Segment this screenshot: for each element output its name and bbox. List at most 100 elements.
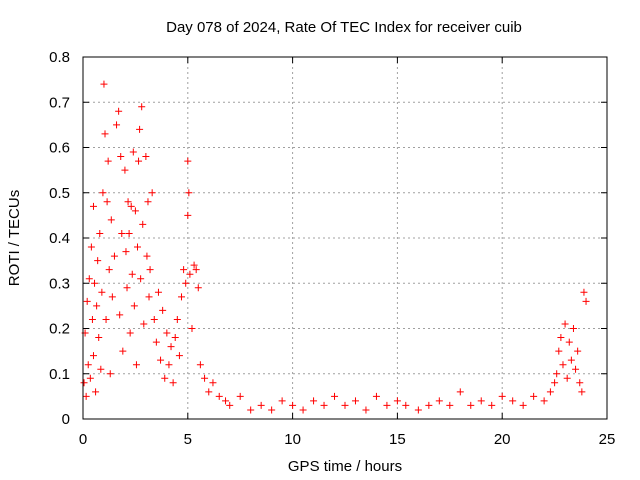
data-point bbox=[553, 370, 561, 378]
data-point bbox=[555, 347, 563, 355]
data-point bbox=[115, 107, 123, 115]
data-point bbox=[169, 379, 177, 387]
data-point bbox=[456, 388, 464, 396]
data-point bbox=[559, 361, 567, 369]
data-point bbox=[119, 347, 127, 355]
data-point bbox=[107, 216, 115, 224]
data-point bbox=[180, 266, 188, 274]
data-point bbox=[99, 189, 107, 197]
data-point bbox=[331, 392, 339, 400]
data-point bbox=[196, 361, 204, 369]
data-point bbox=[80, 379, 88, 387]
data-point bbox=[89, 202, 97, 210]
data-point bbox=[477, 397, 485, 405]
y-axis-label: ROTI / TECUs bbox=[6, 190, 23, 286]
data-point bbox=[530, 392, 538, 400]
data-point bbox=[393, 397, 401, 405]
data-point bbox=[106, 370, 114, 378]
x-tick-label: 5 bbox=[184, 431, 192, 448]
data-point bbox=[93, 302, 101, 310]
data-point bbox=[84, 361, 92, 369]
x-tick-label: 15 bbox=[389, 431, 406, 448]
chart-title: Day 078 of 2024, Rate Of TEC Index for r… bbox=[166, 19, 522, 36]
data-point bbox=[154, 288, 162, 296]
data-point bbox=[578, 388, 586, 396]
data-point bbox=[135, 157, 143, 165]
data-point bbox=[574, 347, 582, 355]
data-point bbox=[414, 406, 422, 414]
data-point bbox=[91, 279, 99, 287]
data-point bbox=[122, 248, 130, 256]
data-point bbox=[121, 166, 129, 174]
data-point bbox=[142, 153, 150, 161]
data-point bbox=[97, 365, 105, 373]
data-point bbox=[446, 401, 454, 409]
data-point bbox=[561, 320, 569, 328]
data-point bbox=[145, 293, 153, 301]
data-point bbox=[116, 311, 124, 319]
data-point bbox=[118, 229, 126, 237]
data-point bbox=[551, 379, 559, 387]
data-point bbox=[105, 266, 113, 274]
data-point bbox=[82, 392, 90, 400]
data-point bbox=[362, 406, 370, 414]
data-point bbox=[201, 374, 209, 382]
y-tick-label: 0.4 bbox=[49, 230, 70, 247]
data-point bbox=[98, 288, 106, 296]
data-point bbox=[341, 401, 349, 409]
data-point bbox=[299, 406, 307, 414]
data-point bbox=[131, 207, 139, 215]
data-point bbox=[226, 401, 234, 409]
data-point bbox=[85, 275, 93, 283]
data-point bbox=[108, 293, 116, 301]
data-point bbox=[159, 306, 167, 314]
data-point bbox=[205, 388, 213, 396]
data-point bbox=[144, 198, 152, 206]
grid-lines bbox=[83, 57, 607, 419]
data-point bbox=[123, 284, 131, 292]
data-point bbox=[236, 392, 244, 400]
data-point bbox=[320, 401, 328, 409]
data-point bbox=[101, 130, 109, 138]
data-point bbox=[137, 275, 145, 283]
data-point bbox=[124, 198, 132, 206]
data-point bbox=[95, 334, 103, 342]
data-point bbox=[268, 406, 276, 414]
data-point bbox=[190, 261, 198, 269]
data-point bbox=[87, 243, 95, 251]
x-axis-label: GPS time / hours bbox=[288, 458, 402, 475]
data-point bbox=[96, 229, 104, 237]
data-point bbox=[102, 315, 110, 323]
data-point bbox=[139, 220, 147, 228]
y-tick-label: 0.3 bbox=[49, 275, 70, 292]
data-point bbox=[171, 334, 179, 342]
data-point bbox=[143, 252, 151, 260]
data-point bbox=[184, 211, 192, 219]
data-point bbox=[247, 406, 255, 414]
data-point bbox=[572, 365, 580, 373]
data-point bbox=[383, 401, 391, 409]
data-point bbox=[569, 325, 577, 332]
data-point bbox=[425, 401, 433, 409]
data-point bbox=[88, 315, 96, 323]
x-tick-label: 0 bbox=[79, 431, 87, 448]
data-point bbox=[94, 257, 102, 265]
data-point bbox=[467, 401, 475, 409]
y-tick-label: 0.5 bbox=[49, 185, 70, 202]
data-point bbox=[582, 297, 590, 305]
data-point bbox=[185, 189, 193, 197]
data-point bbox=[152, 338, 160, 346]
data-point bbox=[557, 334, 565, 342]
data-point bbox=[175, 352, 183, 360]
data-points bbox=[80, 80, 590, 414]
data-point bbox=[194, 284, 202, 292]
axis-ticks: 0 5 10 15 20 25 0 0.1 0.2 0.3 0.4 0.5 0.6 0.7 0.8 bbox=[49, 49, 615, 448]
data-point bbox=[402, 401, 410, 409]
y-tick-label: 0.6 bbox=[49, 140, 70, 157]
data-point bbox=[129, 148, 137, 156]
data-point bbox=[184, 157, 192, 165]
data-point bbox=[161, 374, 169, 382]
data-point bbox=[103, 198, 111, 206]
data-point bbox=[140, 320, 148, 328]
